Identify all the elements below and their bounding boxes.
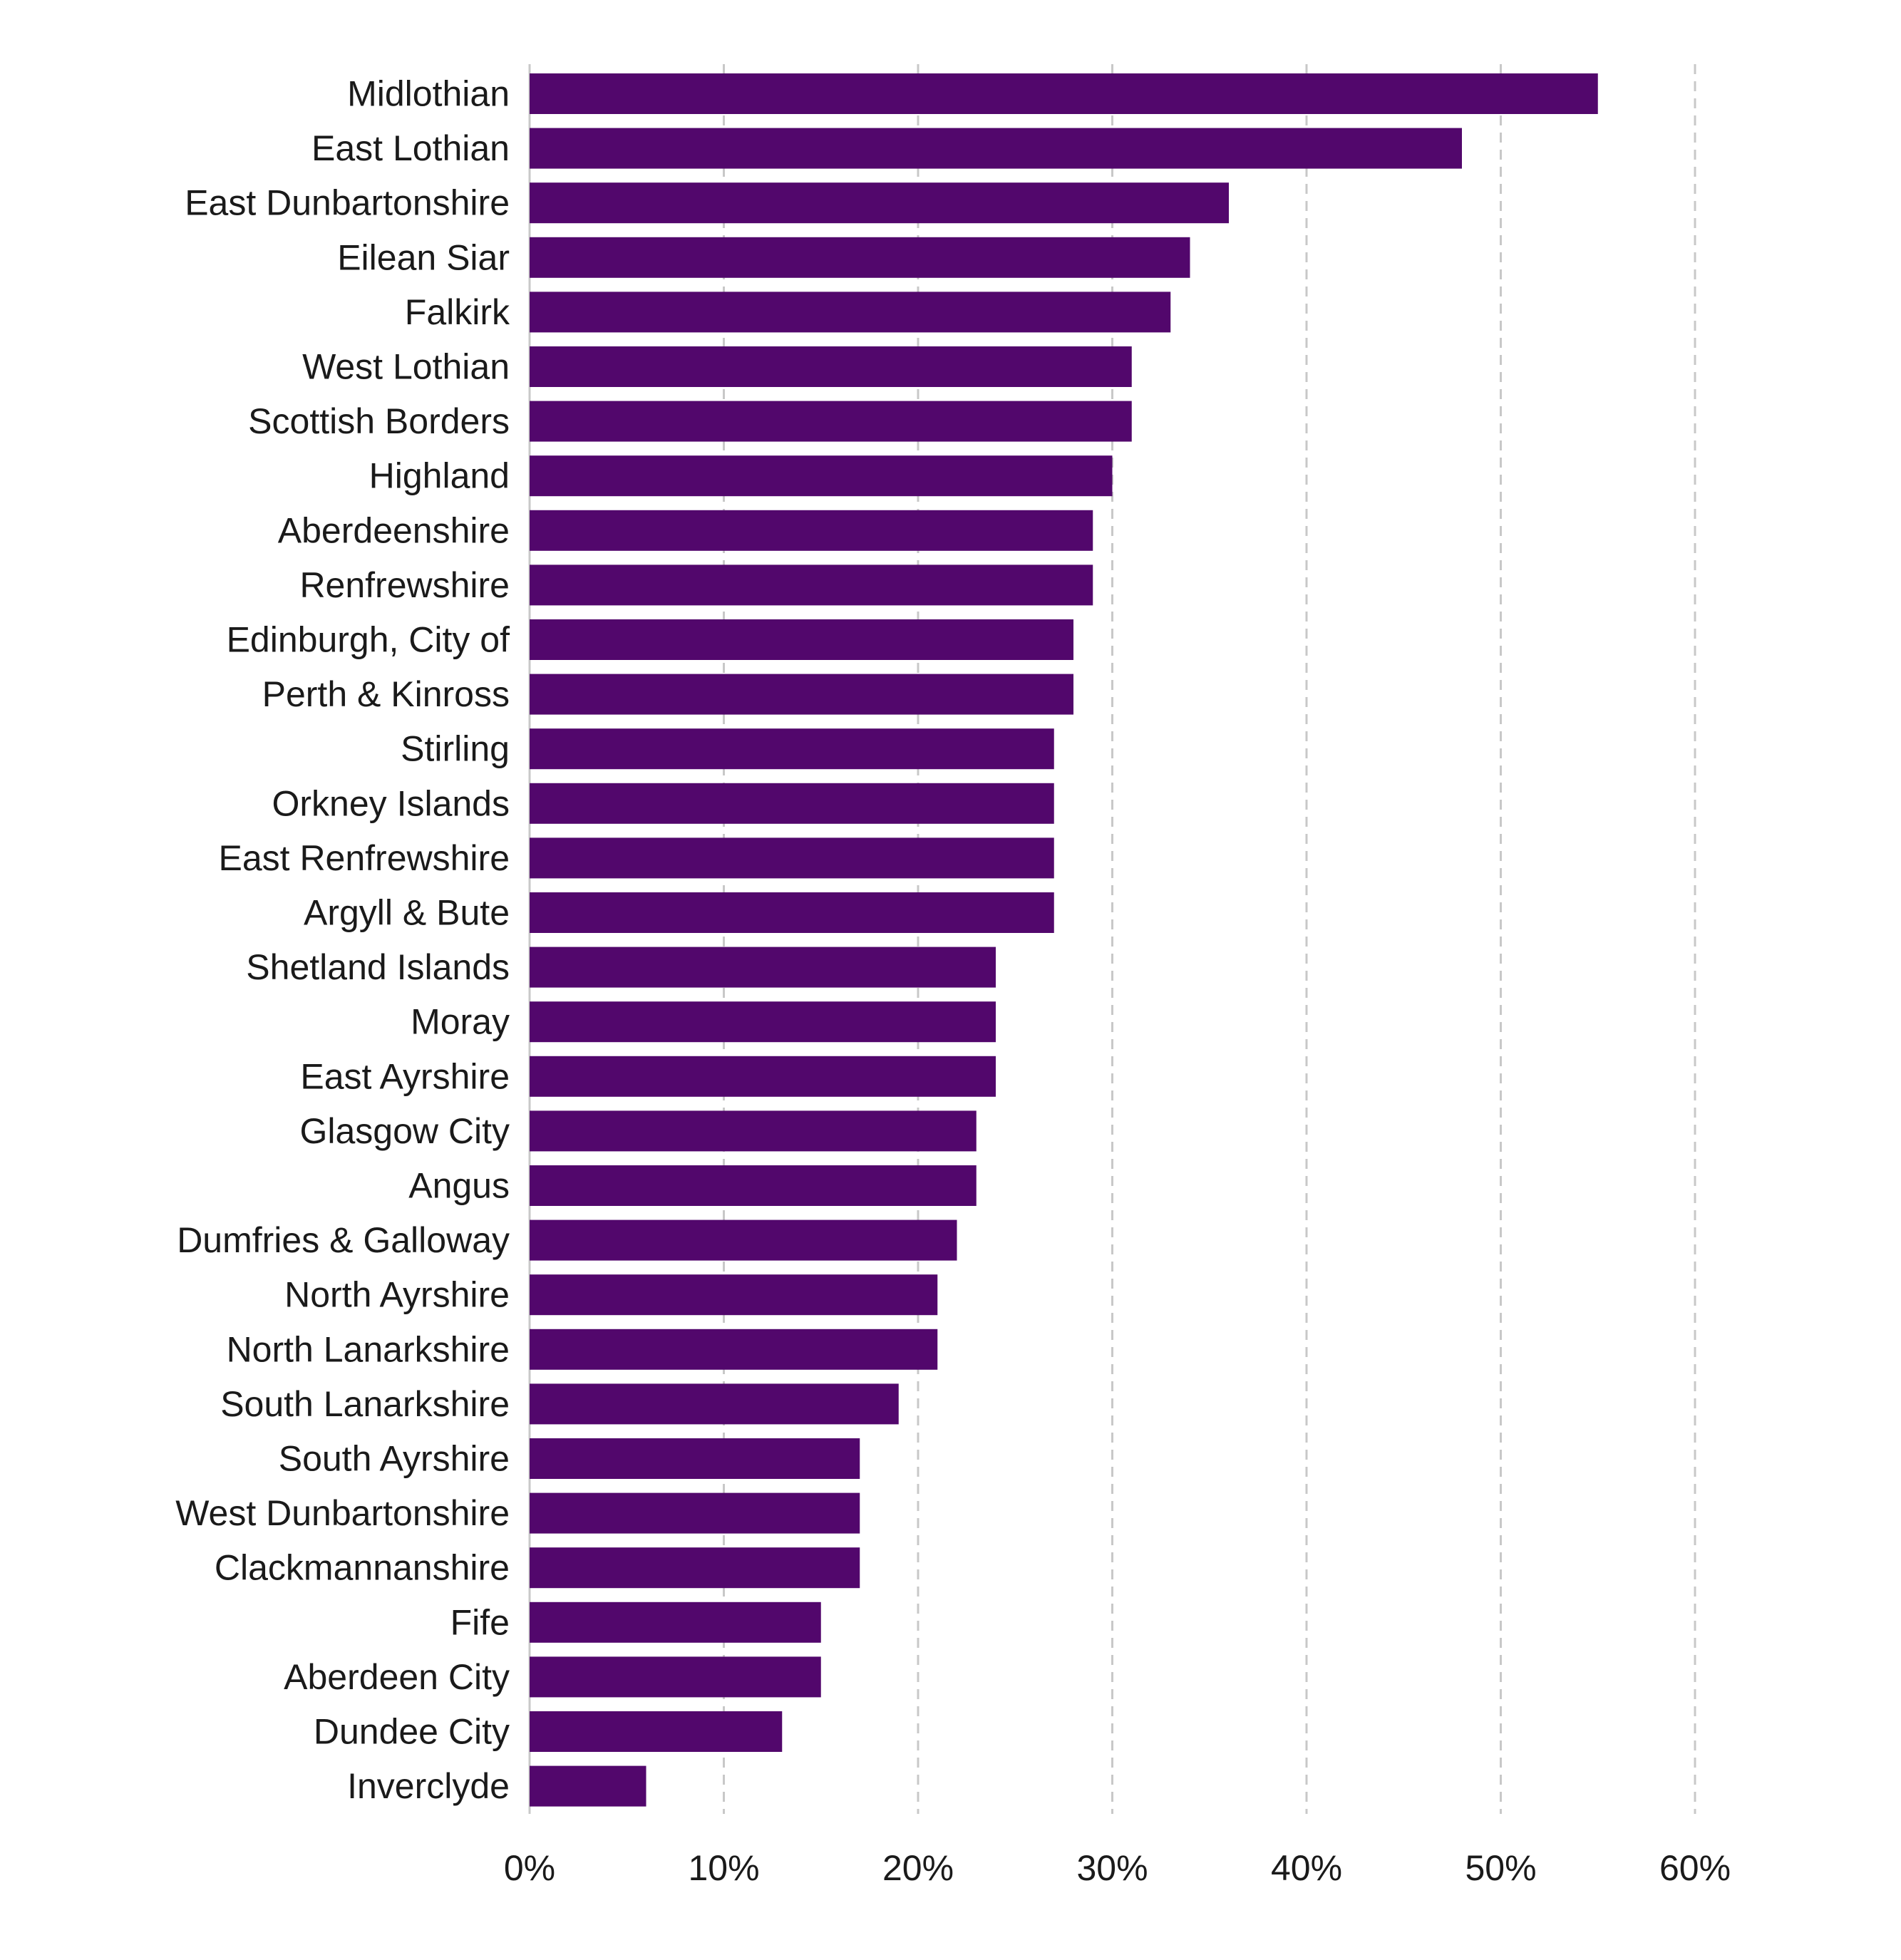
category-label: West Dunbartonshire — [175, 1493, 510, 1533]
bar — [530, 1274, 938, 1316]
bar — [530, 837, 1054, 879]
category-label: Highland — [369, 456, 510, 496]
x-tick-label: 0% — [504, 1848, 555, 1888]
category-label: East Lothian — [311, 128, 510, 168]
category-label: Dumfries & Galloway — [177, 1220, 510, 1260]
bar — [530, 73, 1598, 114]
category-label: Shetland Islands — [246, 947, 510, 987]
bar — [530, 1056, 996, 1097]
category-label: Dundee City — [314, 1712, 510, 1752]
category-label: Clackmannanshire — [215, 1548, 510, 1588]
category-label: South Lanarkshire — [220, 1384, 510, 1424]
category-labels: Midlothian East Lothian East Dunbartonshir… — [175, 74, 510, 1807]
category-label: Moray — [411, 1002, 510, 1042]
category-label: Falkirk — [405, 292, 510, 332]
bar — [530, 1110, 977, 1152]
category-label: West Lothian — [302, 347, 510, 387]
x-tick-label: 50% — [1465, 1848, 1536, 1888]
x-tick-label: 10% — [688, 1848, 759, 1888]
bar — [530, 619, 1073, 660]
category-label: Stirling — [401, 729, 510, 769]
category-label: Perth & Kinross — [262, 674, 510, 714]
category-label: Aberdeen City — [284, 1657, 510, 1697]
bar — [530, 1001, 996, 1043]
category-label: Midlothian — [347, 74, 510, 114]
bar — [530, 947, 996, 988]
bar — [530, 1383, 899, 1425]
bar — [530, 892, 1054, 933]
category-label: South Ayrshire — [279, 1439, 510, 1479]
category-label: East Dunbartonshire — [185, 183, 510, 223]
bar — [530, 728, 1054, 770]
category-label: East Renfrewshire — [219, 838, 510, 878]
bar — [530, 128, 1462, 169]
x-tick-label: 40% — [1271, 1848, 1342, 1888]
category-label: East Ayrshire — [300, 1056, 510, 1096]
bar — [530, 401, 1132, 442]
bar — [530, 1547, 860, 1589]
category-label: Scottish Borders — [248, 401, 510, 441]
category-label: Angus — [408, 1166, 510, 1206]
x-axis-tick-labels: 0% 10% 20% 30% 40% 50% 60% — [504, 1848, 1731, 1888]
category-label: Inverclyde — [347, 1766, 510, 1806]
x-tick-label: 30% — [1076, 1848, 1148, 1888]
category-label: Glasgow City — [299, 1111, 510, 1151]
bar — [530, 1329, 938, 1370]
bar — [530, 1219, 957, 1261]
category-label: North Lanarkshire — [227, 1329, 510, 1369]
bar — [530, 182, 1229, 224]
category-label: Edinburgh, City of — [227, 620, 510, 660]
bar — [530, 1656, 821, 1698]
category-label: Orkney Islands — [272, 783, 510, 823]
bar — [530, 1601, 821, 1643]
bar — [530, 564, 1093, 606]
category-label: Aberdeenshire — [278, 510, 510, 550]
category-label: Argyll & Bute — [304, 893, 510, 933]
category-label: Renfrewshire — [299, 565, 510, 605]
bar — [530, 783, 1054, 824]
bars — [530, 73, 1598, 1807]
x-tick-label: 20% — [882, 1848, 954, 1888]
x-tick-label: 60% — [1659, 1848, 1731, 1888]
bar — [530, 346, 1132, 387]
bar — [530, 455, 1113, 497]
bar — [530, 1765, 646, 1807]
bar — [530, 510, 1093, 551]
category-label: Eilean Siar — [337, 237, 510, 277]
bar — [530, 1165, 977, 1206]
bar — [530, 237, 1190, 278]
category-label: Fife — [450, 1602, 510, 1642]
bar — [530, 1492, 860, 1534]
bar — [530, 1438, 860, 1479]
bar — [530, 1711, 783, 1752]
bar — [530, 292, 1171, 333]
bar — [530, 674, 1073, 715]
category-label: North Ayrshire — [284, 1275, 510, 1315]
